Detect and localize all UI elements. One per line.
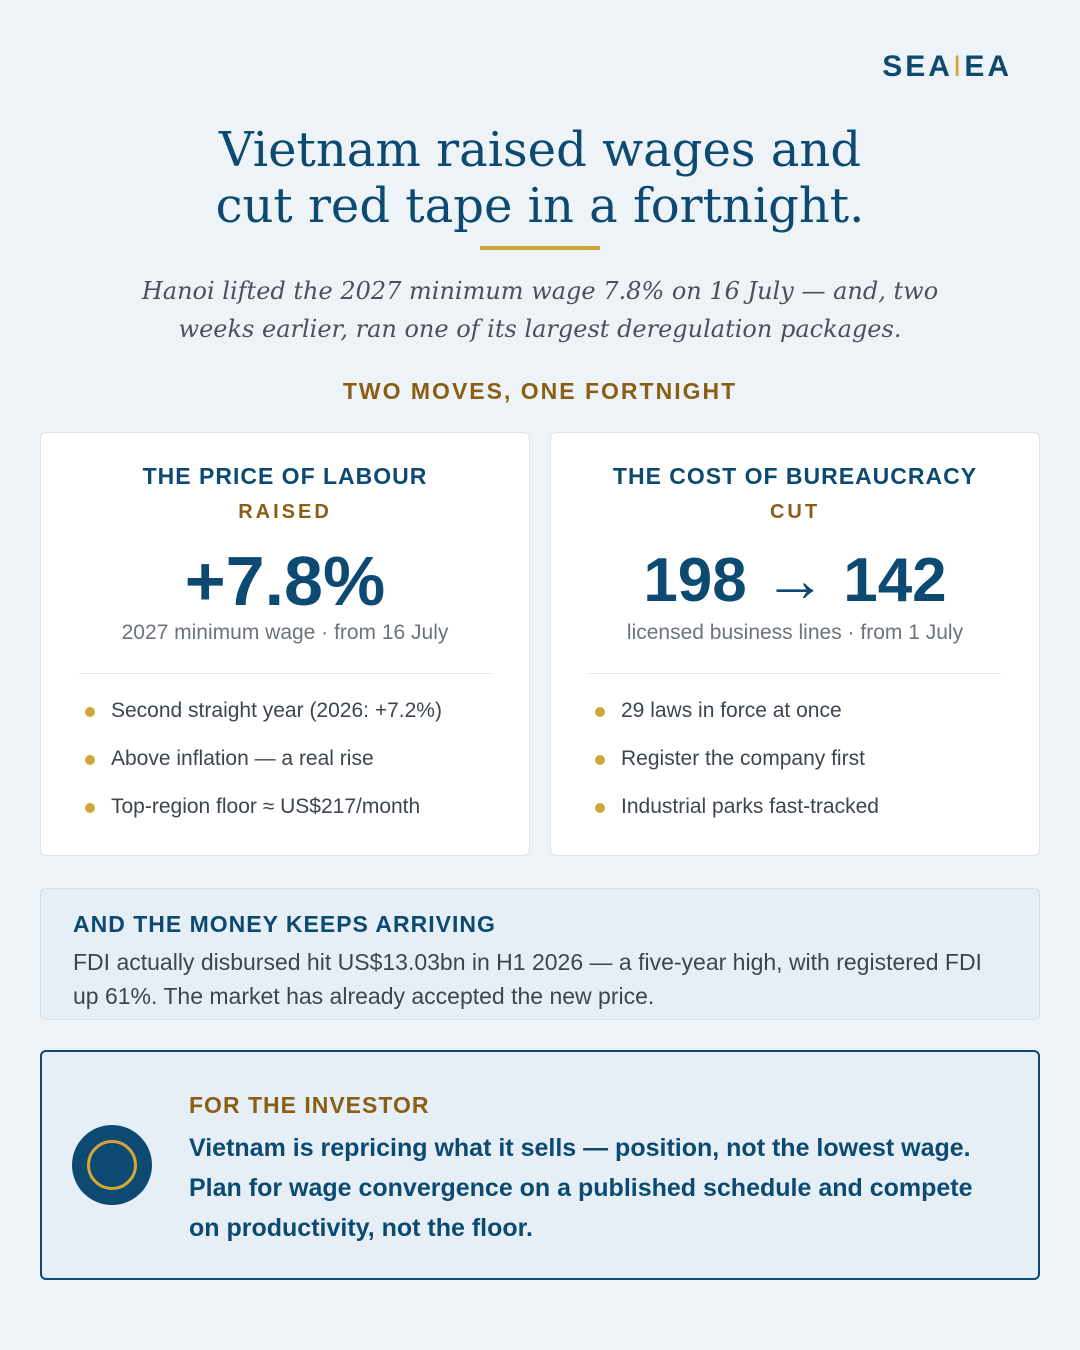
page-subtitle: Hanoi lifted the 2027 minimum wage 7.8% …	[141, 277, 939, 343]
bullet-text: Above inflation — a real rise	[111, 747, 374, 770]
brand-name-right: EA	[964, 50, 1012, 83]
bullet-text: 29 laws in force at once	[621, 699, 842, 722]
title-line-1: Vietnam raised wages and	[218, 122, 862, 178]
card-figure: 198 → 142	[643, 546, 947, 615]
card-bullets: 29 laws in force at once Register the co…	[595, 699, 879, 843]
brand-logo: SEAIEA	[882, 50, 1012, 84]
labour-card: THE PRICE OF LABOUR RAISED +7.8% 2027 mi…	[40, 432, 530, 856]
list-item: Industrial parks fast-tracked	[595, 795, 879, 819]
gold-dot-icon	[85, 755, 95, 765]
money-panel: AND THE MONEY KEEPS ARRIVING FDI actuall…	[40, 888, 1040, 1020]
gold-dot-icon	[85, 803, 95, 813]
card-bullets: Second straight year (2026: +7.2%) Above…	[85, 699, 442, 843]
gold-dot-icon	[85, 707, 95, 717]
list-item: Register the company first	[595, 747, 879, 771]
card-figure: +7.8%	[184, 542, 386, 620]
ring-inner	[87, 1140, 137, 1190]
card-heading: THE COST OF BUREAUCRACY	[612, 463, 978, 489]
card-caption: licensed business lines · from 1 July	[626, 621, 964, 644]
title-line-2: cut red tape in a fortnight.	[215, 178, 865, 234]
list-item: Top-region floor ≈ US$217/month	[85, 795, 442, 819]
investor-body: Vietnam is repricing what it sells — pos…	[189, 1134, 973, 1242]
section-label: TWO MOVES, ONE FORTNIGHT	[342, 378, 738, 404]
card-tag: CUT	[769, 501, 821, 523]
card-heading: THE PRICE OF LABOUR	[142, 463, 428, 489]
card-divider	[589, 673, 1001, 674]
card-caption: 2027 minimum wage · from 16 July	[121, 621, 449, 644]
bullet-text: Top-region floor ≈ US$217/month	[111, 795, 421, 818]
money-body: FDI actually disbursed hit US$13.03bn in…	[73, 949, 982, 1009]
brand-name-left: SEA	[882, 50, 953, 83]
gold-dot-icon	[595, 707, 605, 717]
bullet-text: Register the company first	[621, 747, 865, 770]
card-tag: RAISED	[238, 501, 332, 523]
list-item: 29 laws in force at once	[595, 699, 879, 723]
ring-circle-icon	[72, 1125, 152, 1205]
list-item: Above inflation — a real rise	[85, 747, 442, 771]
money-heading: AND THE MONEY KEEPS ARRIVING	[73, 911, 496, 937]
list-item: Second straight year (2026: +7.2%)	[85, 699, 442, 723]
gold-dot-icon	[595, 803, 605, 813]
gold-dot-icon	[595, 755, 605, 765]
bullet-text: Industrial parks fast-tracked	[621, 795, 879, 818]
card-divider	[79, 673, 491, 674]
bureaucracy-card: THE COST OF BUREAUCRACY CUT 198 → 142 li…	[550, 432, 1040, 856]
bullet-text: Second straight year (2026: +7.2%)	[111, 699, 442, 722]
title-underline	[480, 246, 600, 250]
investor-panel: FOR THE INVESTOR Vietnam is repricing wh…	[40, 1050, 1040, 1280]
brand-separator: I	[952, 50, 965, 83]
investor-heading: FOR THE INVESTOR	[189, 1092, 430, 1118]
page-title: Vietnam raised wages and cut red tape in…	[0, 122, 1080, 234]
